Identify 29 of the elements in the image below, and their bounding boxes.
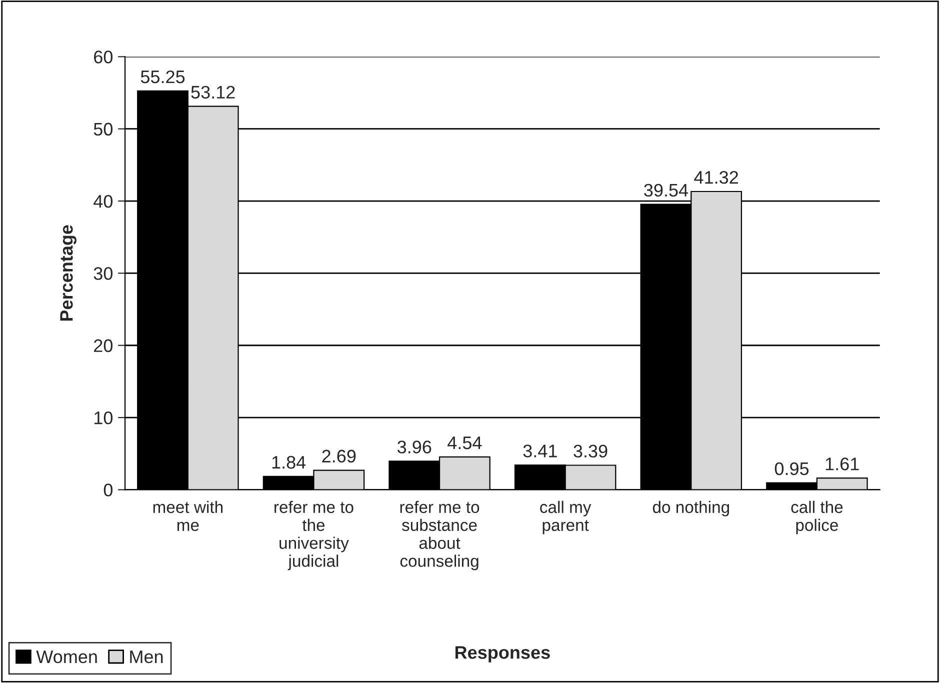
data-label: 1.61 — [826, 458, 859, 470]
data-label: 3.41 — [523, 444, 557, 458]
data-label: 4.54 — [448, 436, 482, 450]
x-tick-label: meet with me — [153, 500, 223, 532]
y-axis-title: Percentage — [60, 225, 76, 321]
y-tick-label: 20 — [94, 339, 113, 352]
y-tick-label: 0 — [104, 484, 113, 496]
x-axis-title: Responses — [455, 646, 550, 662]
data-label: 1.84 — [272, 456, 306, 469]
x-tick-label: call the police — [791, 500, 843, 534]
data-label: 39.54 — [644, 184, 688, 197]
legend-label: Men — [130, 650, 163, 664]
y-tick-label: 40 — [94, 194, 113, 208]
data-label: 3.39 — [574, 444, 608, 458]
data-label: 2.69 — [322, 450, 356, 463]
data-label: 0.95 — [774, 462, 809, 476]
x-tick-label: refer me to the university judicial — [274, 500, 354, 570]
y-tick-label: 30 — [94, 267, 113, 280]
data-label: 55.25 — [140, 70, 185, 84]
data-label: 53.12 — [191, 86, 235, 99]
legend-label: Women — [36, 650, 97, 664]
data-label: 41.32 — [694, 170, 738, 184]
y-tick-label: 10 — [94, 411, 113, 424]
x-tick-label: do nothing — [652, 500, 729, 516]
data-label: 3.96 — [397, 440, 432, 454]
y-tick-label: 60 — [94, 50, 113, 64]
y-tick-label: 50 — [94, 122, 113, 136]
x-tick-label: call my parent — [540, 500, 592, 534]
x-tick-label: refer me to substance about counseling — [400, 500, 480, 570]
